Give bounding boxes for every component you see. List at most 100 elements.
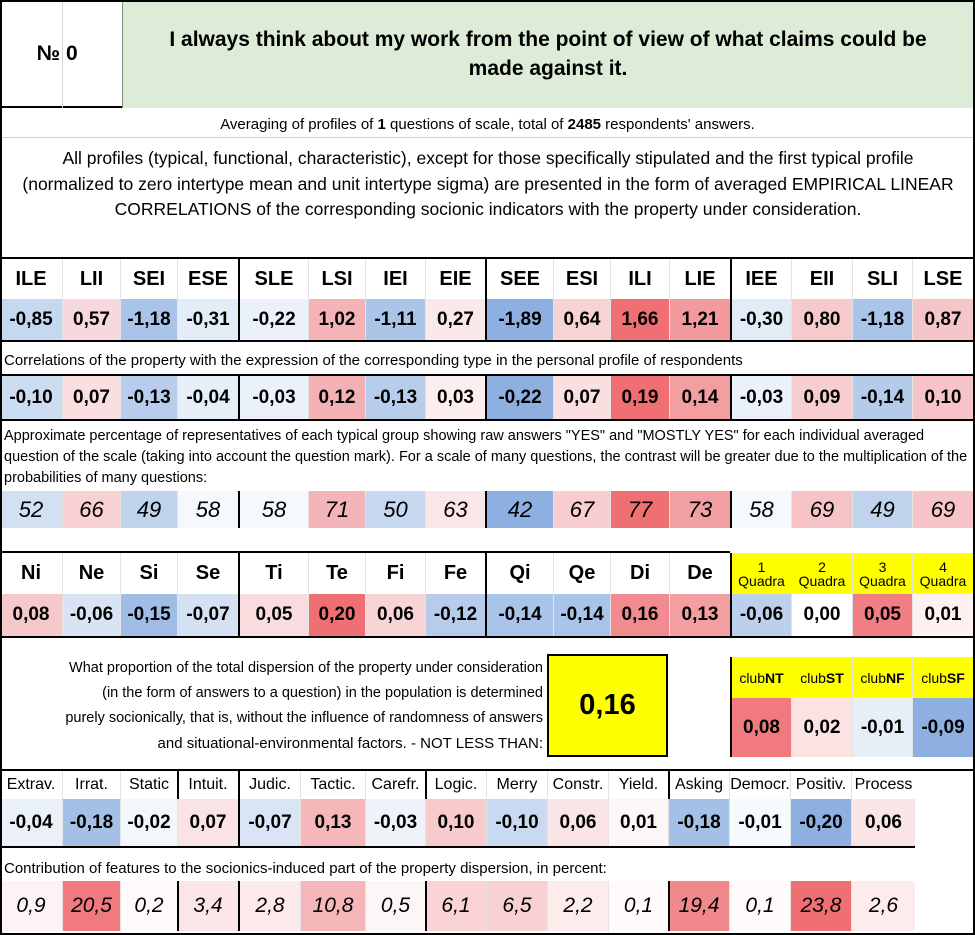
feature-label: Constr. <box>547 771 608 799</box>
feature-value: -0,04 <box>0 799 62 846</box>
type-label: SEI <box>120 259 177 299</box>
club-value: -0,01 <box>852 698 912 757</box>
type-value: 1,21 <box>669 299 730 340</box>
club-label: club SF <box>912 657 973 698</box>
function-value: -0,14 <box>485 594 553 636</box>
feature-value: 0,06 <box>547 799 608 846</box>
function-label: Ti <box>238 553 308 594</box>
percentage-value: 69 <box>791 491 852 528</box>
correlation-value: -0,03 <box>238 376 308 419</box>
summary-pre: Averaging of profiles of <box>220 116 378 133</box>
quadra-value: 0,05 <box>852 594 912 636</box>
feature-label: Intuit. <box>177 771 238 799</box>
function-value: 0,16 <box>610 594 669 636</box>
feature-value: -0,20 <box>790 799 851 846</box>
percentage-value: 50 <box>365 491 425 528</box>
percentage-value: 67 <box>553 491 610 528</box>
correlation-value: 0,09 <box>791 376 852 419</box>
type-value: -0,31 <box>177 299 238 340</box>
summary-post: respondents' answers. <box>601 116 755 133</box>
dispersion-line-1: What proportion of the total dispersion … <box>69 660 543 676</box>
quadra-value: 0,00 <box>791 594 852 636</box>
type-value: 0,57 <box>62 299 120 340</box>
type-label: EIE <box>425 259 485 299</box>
correlation-value: -0,13 <box>120 376 177 419</box>
function-value: -0,14 <box>553 594 610 636</box>
club-code: ST <box>825 669 844 686</box>
percentage-value: 63 <box>425 491 485 528</box>
type-label: ILE <box>15 267 47 290</box>
percentage-value: 49 <box>120 491 177 528</box>
correlation-value: -0,22 <box>485 376 553 419</box>
function-value: 0,08 <box>0 594 62 636</box>
contribution-value: 10,8 <box>300 881 365 931</box>
club-value: -0,09 <box>912 698 973 757</box>
feature-label: Democr. <box>729 771 790 799</box>
type-value: -0,30 <box>730 299 791 340</box>
dispersion-value: 0,16 <box>547 654 668 757</box>
type-value: 0,80 <box>791 299 852 340</box>
feature-value: 0,01 <box>608 799 668 846</box>
club-label: club NT <box>730 657 791 698</box>
feature-label: Process <box>851 771 915 799</box>
club-code: NF <box>886 669 905 686</box>
club-label: club ST <box>791 657 852 698</box>
type-label: ILI <box>610 259 669 299</box>
type-label: IEI <box>365 259 425 299</box>
type-label: LSE <box>912 259 973 299</box>
quadra-value: -0,06 <box>730 594 791 636</box>
feature-value: -0,18 <box>668 799 729 846</box>
type-value: 0,87 <box>912 299 973 340</box>
group-divider <box>425 881 427 931</box>
feature-value: 0,13 <box>300 799 365 846</box>
feature-value: -0,18 <box>62 799 120 846</box>
function-label: Si <box>120 553 177 594</box>
correlation-value: 0,07 <box>553 376 610 419</box>
function-label: Te <box>308 553 365 594</box>
feature-label: Merry <box>486 771 547 799</box>
function-value: 0,13 <box>669 594 730 636</box>
club-value: 0,08 <box>730 698 791 757</box>
header-row: № 0 I always think about my work from th… <box>0 0 975 108</box>
club-value: 0,02 <box>791 698 852 757</box>
function-label: Qi <box>485 553 553 594</box>
correlation-value: 0,07 <box>62 376 120 419</box>
feat-top-border <box>0 769 975 771</box>
function-value: -0,06 <box>62 594 120 636</box>
feature-value: 0,10 <box>425 799 486 846</box>
function-label: De <box>669 553 730 594</box>
feature-label: Extrav. <box>6 776 56 793</box>
function-label: Di <box>610 553 669 594</box>
club-label: club NF <box>852 657 912 698</box>
correlation-value: -0,03 <box>730 376 791 419</box>
type-label: LII <box>62 259 120 299</box>
contribution-value: 0,5 <box>365 881 425 931</box>
feat-bottom-border <box>0 846 915 848</box>
func-top-border <box>0 551 730 553</box>
function-label: Fi <box>365 553 425 594</box>
quadra-label: 1 Quadra <box>730 553 791 594</box>
quadra-number: 4 <box>939 558 947 575</box>
correlation-value: 0,19 <box>610 376 669 419</box>
function-label: Se <box>177 553 238 594</box>
percentages-caption: Approximate percentage of representative… <box>4 428 968 486</box>
quadra-word: Quadra <box>919 572 967 589</box>
type-label: LIE <box>669 259 730 299</box>
contribution-value: 3,4 <box>177 881 238 931</box>
summary-mid: questions of scale, total of <box>385 116 568 133</box>
correlation-value: 0,03 <box>425 376 485 419</box>
quadra-word: Quadra <box>859 572 906 589</box>
club-prefix: club <box>921 669 947 686</box>
summary-line: Averaging of profiles of 1 questions of … <box>0 112 975 138</box>
correlation-value: -0,10 <box>0 376 62 419</box>
type-value: -1,18 <box>120 299 177 340</box>
percentage-value: 58 <box>730 491 791 528</box>
type-label: EII <box>791 259 852 299</box>
function-value: 0,20 <box>308 594 365 636</box>
function-value: 0,05 <box>238 594 308 636</box>
type-value: 0,27 <box>425 299 485 340</box>
percentage-value: 58 <box>177 491 238 528</box>
feature-value: -0,03 <box>365 799 425 846</box>
quadra-label: 4 Quadra <box>912 553 973 594</box>
dispersion-line-4: and situational-environmental factors. -… <box>157 735 543 752</box>
